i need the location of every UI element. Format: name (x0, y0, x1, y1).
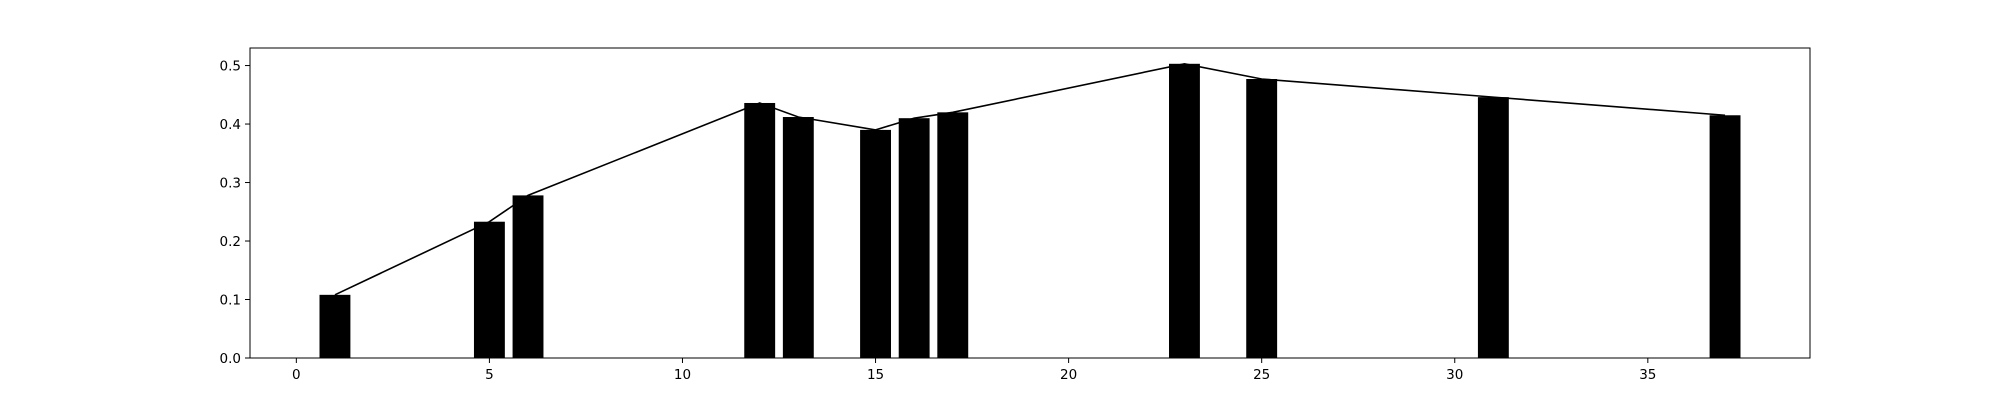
y-tick-label: 0.4 (220, 117, 241, 133)
y-tick-label: 0.1 (220, 293, 241, 309)
y-axis-ticks: 0.0 0.1 0.2 0.3 0.4 0.5 (220, 59, 250, 367)
y-tick-label: 0.2 (220, 234, 241, 250)
bar (512, 195, 544, 358)
bar (1169, 63, 1200, 359)
x-tick-label: 35 (1639, 367, 1656, 383)
y-tick-label: 0.3 (220, 176, 241, 192)
x-tick-label: 15 (867, 367, 884, 383)
bar (898, 118, 930, 358)
bar (319, 294, 351, 358)
x-tick-label: 25 (1253, 367, 1270, 383)
x-tick-label: 20 (1060, 367, 1077, 383)
x-tick-label: 5 (485, 367, 494, 383)
x-tick-label: 10 (674, 367, 691, 383)
line-layer (334, 62, 1726, 296)
x-tick-label: 0 (292, 367, 301, 383)
y-tick-label: 0.0 (220, 351, 241, 367)
bars-layer (319, 63, 1741, 359)
x-tick-label: 30 (1446, 367, 1463, 383)
bar (1709, 115, 1741, 358)
bar (782, 117, 814, 359)
y-tick-label: 0.5 (220, 59, 241, 75)
x-axis-ticks: 0 5 10 15 20 25 30 35 (292, 358, 1656, 383)
bar (1246, 79, 1278, 358)
plot-frame (249, 47, 1811, 359)
series-line (334, 62, 1726, 296)
bar (744, 102, 776, 358)
bar (1477, 97, 1509, 358)
bar (937, 112, 969, 358)
bar (860, 129, 891, 358)
bar (473, 221, 505, 358)
